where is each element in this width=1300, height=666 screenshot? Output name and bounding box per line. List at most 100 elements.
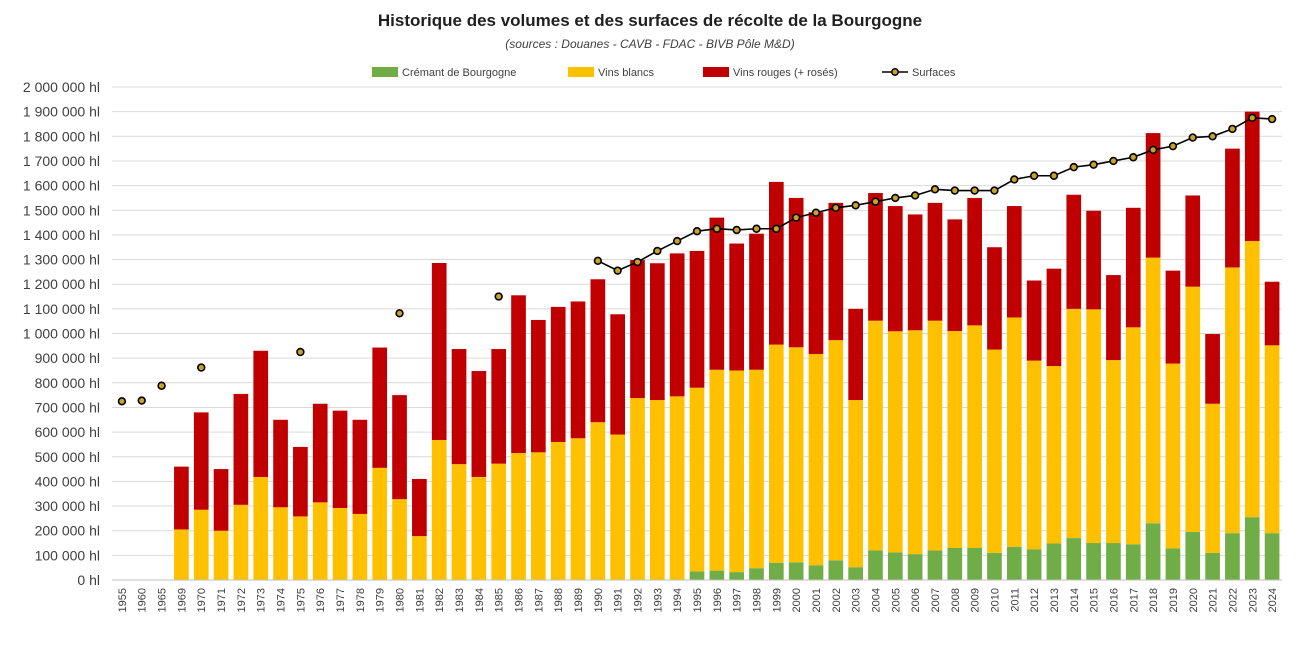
bar-segment-blancs	[788, 347, 804, 563]
surfaces-point	[1188, 133, 1197, 142]
surfaces-point	[395, 309, 404, 318]
surfaces-point	[1069, 162, 1078, 172]
chart-title: Historique des volumes et des surfaces d…	[377, 11, 923, 30]
surfaces-point	[891, 193, 900, 203]
bar-segment-cremant	[749, 568, 764, 580]
bar-segment-rouges	[768, 181, 784, 345]
bar-segment-blancs	[1046, 366, 1062, 544]
bar-segment-rouges	[1125, 207, 1141, 328]
bar-segment-rouges	[531, 319, 546, 453]
bar-segment-cremant	[1086, 543, 1101, 580]
surfaces-point	[930, 185, 940, 194]
y-tick-label: 700 000 hl	[35, 399, 100, 415]
x-tick-label: 1980	[395, 588, 407, 612]
x-tick-label: 2003	[851, 588, 863, 612]
bar-segment-rouges	[1264, 281, 1280, 346]
y-tick-label: 200 000 hl	[35, 523, 100, 539]
x-tick-label: 2005	[890, 588, 902, 612]
bar-segment-cremant	[729, 572, 744, 580]
bar-segment-blancs	[193, 509, 209, 580]
bar-segment-rouges	[590, 279, 606, 423]
bar-segment-rouges	[253, 350, 269, 477]
x-tick-label: 2010	[989, 588, 1001, 612]
bar-segment-rouges	[1046, 268, 1062, 367]
bar-segment-rouges	[1205, 333, 1220, 404]
surfaces-point	[1168, 141, 1178, 151]
bar-segment-blancs	[471, 476, 487, 580]
x-tick-label: 1979	[375, 588, 387, 612]
x-tick-label: 2020	[1188, 588, 1200, 612]
x-tick-label: 1960	[137, 588, 149, 612]
bar-segment-rouges	[412, 478, 427, 537]
bar-segment-rouges	[293, 446, 308, 517]
surfaces-line	[117, 113, 1277, 406]
surfaces-point	[990, 186, 999, 195]
bar-segment-cremant	[1205, 552, 1220, 580]
bar-segment-rouges	[709, 217, 725, 370]
x-tick-label: 1972	[236, 588, 248, 612]
bar-segment-blancs	[927, 320, 943, 551]
x-tick-label: 1994	[672, 588, 684, 612]
surfaces-point	[137, 396, 146, 405]
x-tick-label: 2009	[970, 588, 982, 612]
bar-segment-rouges	[491, 349, 507, 464]
surfaces-point	[752, 224, 761, 233]
bar-segment-cremant	[947, 547, 963, 580]
y-tick-label: 900 000 hl	[35, 350, 100, 366]
bar-segment-rouges	[788, 197, 804, 348]
surfaces-point	[871, 197, 880, 206]
bar-segment-blancs	[947, 331, 963, 548]
bar-segment-blancs	[887, 331, 903, 553]
surfaces-point	[910, 191, 920, 200]
bar-segment-rouges	[193, 412, 209, 510]
bar-segment-blancs	[570, 438, 586, 580]
x-tick-label: 2018	[1148, 588, 1160, 612]
bar-segment-rouges	[808, 212, 824, 354]
bar-segment-cremant	[868, 550, 883, 580]
surfaces-point	[593, 256, 603, 265]
bar-segment-rouges	[749, 233, 764, 370]
x-tick-label: 1992	[633, 588, 645, 612]
bar-segment-blancs	[768, 344, 784, 563]
bar-segment-blancs	[967, 325, 982, 548]
bar-segment-blancs	[749, 369, 764, 569]
surfaces-point	[1049, 171, 1059, 180]
legend-vins-rouges-label: Vins rouges (+ rosés)	[733, 67, 838, 79]
bar-segment-blancs	[1165, 363, 1181, 549]
bar-segment-cremant	[1106, 543, 1121, 580]
bar-segment-blancs	[312, 502, 328, 580]
bar-segment-blancs	[412, 536, 427, 580]
surfaces-point	[692, 227, 702, 236]
y-tick-label: 1 500 000 hl	[23, 202, 100, 218]
bar-segment-blancs	[610, 434, 626, 580]
bar-segment-cremant	[709, 570, 725, 580]
bar-segment-blancs	[987, 349, 1002, 553]
bar-segment-rouges	[669, 253, 685, 397]
bar-segment-cremant	[927, 550, 943, 580]
x-tick-label: 1978	[355, 588, 367, 612]
x-tick-label: 1974	[276, 588, 288, 612]
x-tick-label: 1988	[553, 588, 565, 612]
bar-segment-blancs	[451, 464, 467, 580]
bar-segment-cremant	[1145, 523, 1161, 580]
bar-segment-blancs	[808, 353, 824, 566]
bar-segment-rouges	[570, 301, 586, 439]
bar-segment-rouges	[1066, 194, 1082, 309]
x-tick-label: 2011	[1009, 588, 1021, 612]
chart-subtitle: (sources : Douanes - CAVB - FDAC - BIVB …	[505, 37, 795, 51]
surfaces-point	[117, 397, 127, 406]
bar-segment-rouges	[729, 243, 744, 371]
surfaces-point	[197, 363, 206, 372]
x-tick-label: 1986	[514, 588, 526, 612]
bar-segment-rouges	[887, 206, 903, 332]
x-axis: 1955 1960 1965 1969 1970 1971 1972 1973 1974 1975…	[112, 579, 1282, 612]
x-tick-label: 1977	[335, 588, 347, 612]
x-tick-label: 2024	[1267, 588, 1279, 612]
bar-segment-rouges	[332, 410, 348, 509]
surfaces-point	[1248, 113, 1257, 123]
bar-segment-blancs	[689, 387, 705, 572]
y-tick-label: 1 400 000 hl	[23, 227, 100, 243]
bar-segment-rouges	[1026, 280, 1042, 361]
y-tick-label: 1 300 000 hl	[23, 252, 100, 268]
bar-segment-rouges	[1244, 111, 1260, 242]
